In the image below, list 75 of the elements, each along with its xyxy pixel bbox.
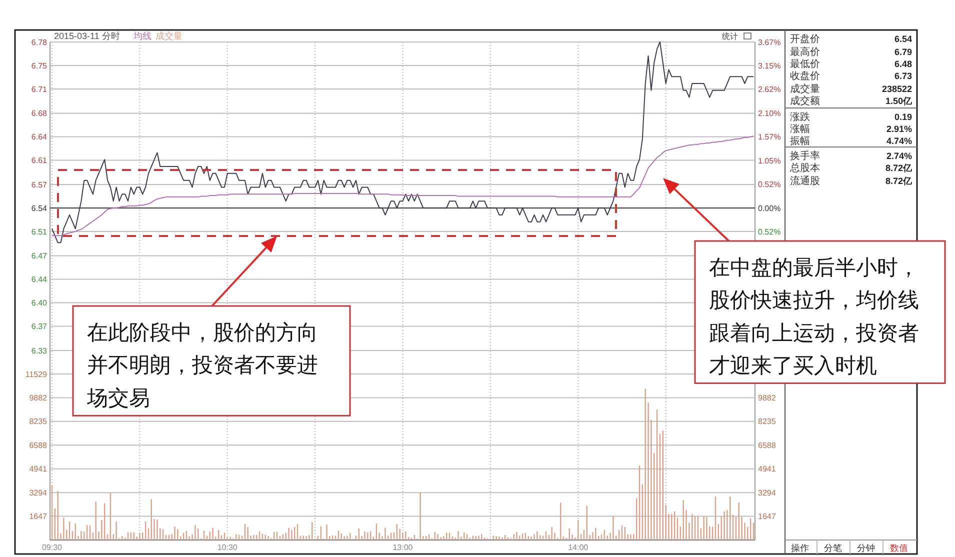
y-tick-label: 11529 (25, 370, 48, 379)
text: 6.54 (894, 34, 912, 44)
y-tick-label: 6.40 (31, 298, 48, 308)
text: 4.74% (886, 136, 912, 146)
text: 8.72亿 (885, 163, 913, 173)
y2-tick-label: 1.57% (758, 132, 781, 142)
x-tick-label: 14:00 (568, 543, 589, 552)
y-tick-label: 6.37 (31, 322, 48, 332)
text: 换手率 (790, 150, 820, 162)
text: 2.74% (886, 151, 912, 161)
y-tick-label: 1647 (29, 512, 48, 522)
y-tick-label: 6.33 (31, 346, 48, 356)
y-tick-label: 6.44 (31, 275, 48, 284)
text: 6.73 (894, 71, 912, 81)
y2-tick-label: 8235 (758, 417, 776, 426)
text: 振幅 (790, 135, 810, 147)
text: 数值 (890, 543, 908, 553)
text: 统计 (722, 32, 738, 41)
text: 2.91% (886, 124, 912, 134)
y-tick-label: 8235 (29, 417, 48, 426)
text: 最高价 (790, 46, 820, 58)
y-tick-label: 6.57 (31, 180, 48, 190)
header-names: 均线 成交量 (133, 31, 182, 41)
y2-tick-label: 4941 (758, 464, 776, 474)
y-tick-label: 6.51 (31, 227, 48, 236)
text: 分钟 (857, 543, 875, 553)
x-tick-label: 10:30 (217, 543, 238, 552)
y2-tick-label: 0.52% (758, 180, 781, 190)
text: 收盘价 (790, 70, 820, 82)
text: 流通股 (790, 175, 820, 187)
y2-tick-label: 0.00% (758, 204, 781, 213)
y2-tick-label: 1.05% (758, 156, 781, 166)
y-tick-label: 6.47 (31, 252, 48, 261)
y2-tick-label: 3294 (758, 488, 776, 498)
y2-tick-label: 9882 (758, 394, 776, 403)
text: 涨跌 (790, 111, 810, 123)
text: 最低价 (790, 58, 820, 70)
text: 成交量 (790, 83, 820, 95)
y-tick-label: 6.71 (31, 84, 48, 94)
text: 涨幅 (790, 123, 810, 135)
annotation: 在此阶段中，股价的方向并不明朗，投资者不要进场交易 (86, 320, 318, 410)
text: 分笔 (824, 543, 842, 553)
text: 总股本 (789, 162, 820, 174)
y2-tick-label: 1647 (758, 512, 776, 522)
line-series (52, 136, 754, 236)
text: 6.79 (894, 47, 912, 57)
chart-title: 2015-03-11 分时 (54, 31, 120, 41)
text: 238522 (882, 84, 912, 94)
y-tick-label: 6.68 (31, 109, 48, 118)
y2-tick-label: 0.52% (758, 228, 781, 237)
text: 操作 (791, 543, 809, 553)
x-tick-label: 13:00 (392, 543, 414, 552)
x-tick-label: 09:30 (42, 543, 63, 552)
text: 0.19 (894, 112, 912, 122)
text: 6.48 (894, 59, 912, 69)
text: 成交额 (790, 95, 820, 107)
y2-tick-label: 3.67% (758, 38, 781, 47)
y-tick-label: 6.78 (31, 38, 48, 47)
text: 8.72亿 (885, 176, 913, 186)
y2-tick-label: 6588 (758, 440, 776, 450)
y-tick-label: 6.64 (31, 132, 48, 142)
y-tick-label: 6.54 (31, 204, 48, 213)
annotation: 在中盘的最后半小时，股价快速拉升，均价线跟着向上运动，投资者才迎来了买入时机 (709, 256, 919, 378)
y2-tick-label: 2.62% (758, 85, 781, 94)
y-tick-label: 4941 (29, 464, 48, 474)
text: 1.50亿 (885, 96, 913, 106)
y2-tick-label: 2.10% (758, 108, 781, 118)
y-tick-label: 3294 (29, 488, 48, 498)
line-series (52, 42, 754, 244)
y-tick-label: 6.75 (31, 61, 48, 70)
y-tick-label: 6.61 (31, 156, 48, 166)
text: 开盘价 (790, 33, 820, 45)
y-tick-label: 6588 (29, 440, 48, 450)
y-tick-label: 9882 (29, 394, 48, 403)
y2-tick-label: 3.15% (758, 61, 781, 70)
